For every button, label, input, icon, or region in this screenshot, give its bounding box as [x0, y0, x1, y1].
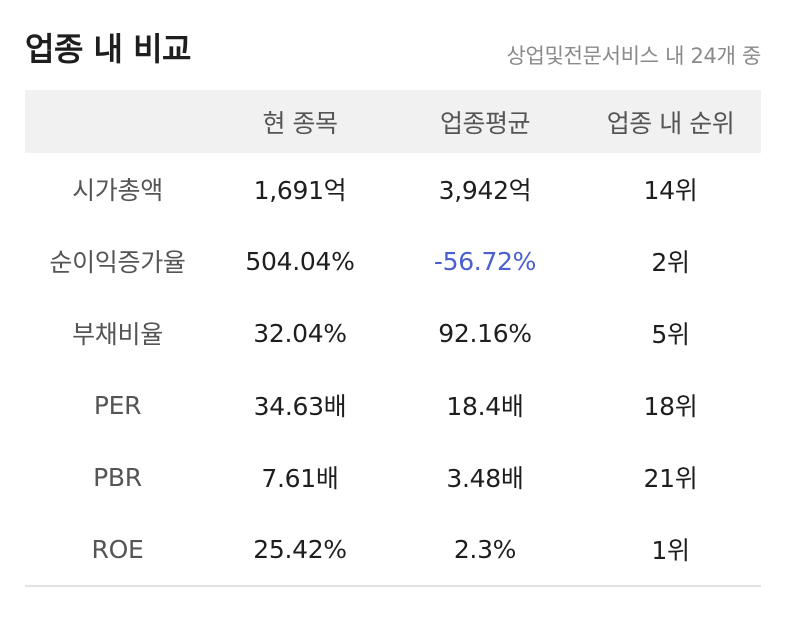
- table-header-row: 현 종목 업종평균 업종 내 순위: [25, 90, 761, 153]
- own-value: 34.63배: [253, 392, 347, 421]
- row-label: 시가총액: [72, 176, 163, 205]
- page-title: 업종 내 비교: [25, 30, 191, 68]
- column-header-own: 현 종목: [262, 108, 338, 138]
- card-header: 업종 내 비교 상업및전문서비스 내 24개 중: [25, 18, 761, 74]
- table-row: PBR 7.61배 3.48배 21위: [25, 441, 761, 513]
- column-header-metric: [25, 90, 210, 153]
- rank-value: 14위: [643, 176, 698, 205]
- average-value: -56.72%: [433, 246, 537, 276]
- rank-value: 21위: [643, 464, 698, 493]
- row-label: ROE: [91, 534, 144, 564]
- table-row: ROE 25.42% 2.3% 1위: [25, 513, 761, 585]
- row-label: PER: [93, 390, 142, 420]
- table-row: 순이익증가율 504.04% -56.72% 2위: [25, 225, 761, 297]
- table-bottom-divider: [25, 585, 761, 587]
- column-header-average: 업종평균: [439, 108, 531, 138]
- row-label: 순이익증가율: [49, 248, 186, 277]
- average-value: 3,942억: [438, 176, 532, 205]
- column-header-rank: 업종 내 순위: [606, 108, 735, 138]
- rank-value: 1위: [651, 536, 690, 565]
- table-row: PER 34.63배 18.4배 18위: [25, 369, 761, 441]
- average-value: 92.16%: [438, 318, 532, 348]
- table-row: 부채비율 32.04% 92.16% 5위: [25, 297, 761, 369]
- comparison-table: 현 종목 업종평균 업종 내 순위 시가총액 1,691억 3,942억 14위…: [25, 90, 761, 585]
- table-row: 시가총액 1,691억 3,942억 14위: [25, 153, 761, 225]
- row-label: 부채비율: [72, 320, 163, 349]
- rank-value: 2위: [651, 248, 690, 277]
- row-label: PBR: [93, 462, 142, 492]
- own-value: 1,691억: [253, 176, 347, 205]
- own-value: 504.04%: [245, 246, 355, 276]
- average-value: 3.48배: [446, 464, 524, 493]
- own-value: 32.04%: [253, 318, 347, 348]
- average-value: 2.3%: [453, 534, 517, 564]
- own-value: 25.42%: [253, 534, 347, 564]
- industry-context-label: 상업및전문서비스 내 24개 중: [506, 44, 762, 68]
- rank-value: 18위: [643, 392, 698, 421]
- rank-value: 5위: [651, 320, 690, 349]
- own-value: 7.61배: [261, 464, 339, 493]
- average-value: 18.4배: [446, 392, 524, 421]
